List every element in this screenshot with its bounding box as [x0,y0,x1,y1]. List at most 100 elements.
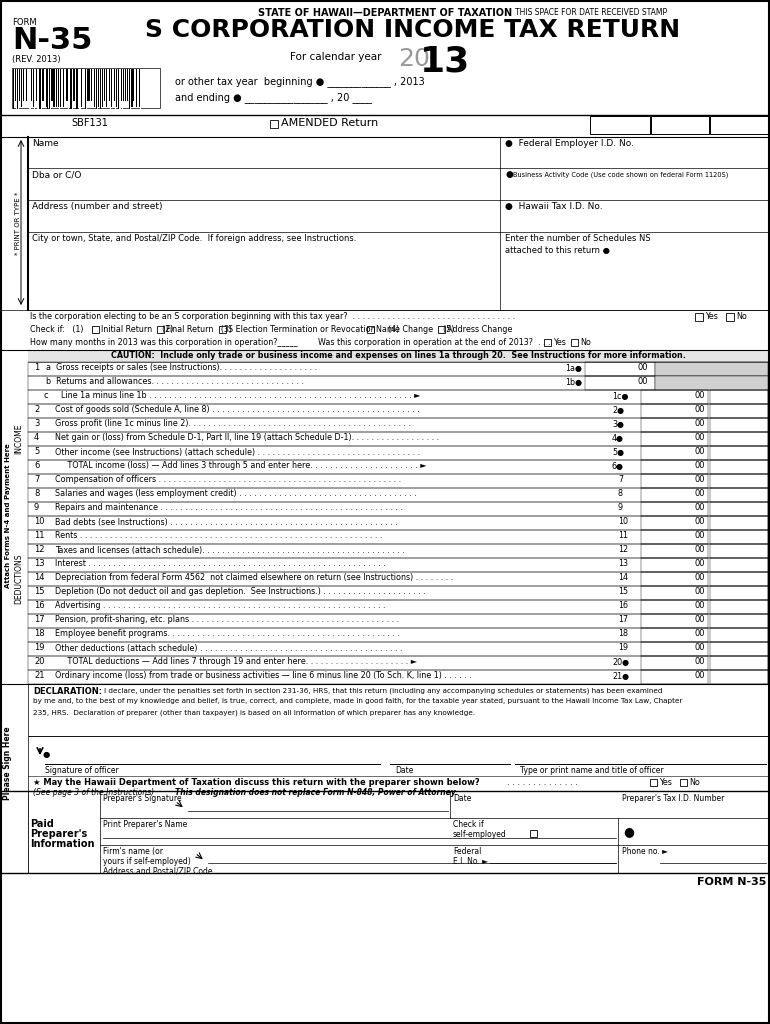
Text: Preparer's: Preparer's [30,829,87,839]
Text: STATE OF HAWAII—DEPARTMENT OF TAXATION: STATE OF HAWAII—DEPARTMENT OF TAXATION [258,8,512,18]
Bar [105,69,106,101]
Text: Date: Date [453,794,471,803]
Bar [53,69,55,106]
Bar [12,68,160,108]
Bar [35,69,36,106]
Bar [114,69,115,101]
Bar [28,656,768,670]
Text: and ending ● _________________ , 20 ____: and ending ● _________________ , 20 ____ [175,92,372,102]
Text: 17: 17 [618,615,628,625]
Bar [28,572,768,586]
Text: 00: 00 [695,657,705,667]
Bar [43,69,44,101]
Bar [92,69,94,101]
Bar [50,69,52,109]
Text: Paid: Paid [30,819,54,829]
Bar [100,69,101,109]
Bar [45,69,47,106]
Bar [710,600,768,614]
Text: 14: 14 [34,573,45,583]
Text: Address Change: Address Change [447,325,512,334]
Bar [710,446,768,460]
Bar [32,69,33,106]
Text: 16: 16 [34,601,45,610]
Text: FORM: FORM [12,18,37,27]
Bar [651,116,709,134]
Bar [14,69,15,106]
Bar [641,488,708,502]
Text: (See page 3 of the Instructions): (See page 3 of the Instructions) [33,788,154,797]
Text: Print Preparer's Name: Print Preparer's Name [103,820,187,829]
Text: 18: 18 [618,630,628,639]
Bar [28,390,768,404]
Text: Salaries and wages (less employment credit) . . . . . . . . . . . . . . . . . . : Salaries and wages (less employment cred… [55,489,417,499]
Text: N-35: N-35 [12,26,92,55]
Text: 14: 14 [618,573,628,583]
Bar [70,69,72,109]
Text: Firm's name (or: Firm's name (or [103,847,163,856]
Bar [641,502,708,516]
Bar [58,69,59,106]
Bar [57,69,58,106]
Text: 19: 19 [34,643,45,652]
Bar [17,69,18,109]
Bar [122,69,123,109]
Bar [28,628,768,642]
Bar [96,69,97,109]
Text: 9: 9 [34,504,39,512]
Bar [28,600,768,614]
Bar [28,376,768,390]
Text: Other deductions (attach schedule) . . . . . . . . . . . . . . . . . . . . . . .: Other deductions (attach schedule) . . .… [55,643,403,652]
Bar [641,656,708,670]
Text: Phone no. ►: Phone no. ► [622,847,668,856]
Text: 1: 1 [34,364,39,373]
Text: Federal: Federal [453,847,481,856]
Text: ●: ● [505,170,513,179]
Text: 8: 8 [618,489,623,499]
Text: Was this corporation in operation at the end of 2013?  . . .: Was this corporation in operation at the… [318,338,551,347]
Text: 17: 17 [34,615,45,625]
Bar [28,432,768,446]
Text: 5: 5 [34,447,39,457]
Bar [650,779,657,786]
Bar [55,69,57,106]
Bar [65,69,66,106]
Text: Date: Date [395,766,413,775]
Bar [28,516,768,530]
Text: Check if:   (1): Check if: (1) [30,325,86,334]
Bar [641,418,708,432]
Text: Yes: Yes [553,338,566,347]
Bar [34,69,35,109]
Text: CAUTION:  Include only trade or business income and expenses on lines 1a through: CAUTION: Include only trade or business … [111,351,685,360]
Bar [695,313,703,321]
Bar [270,120,278,128]
Bar [48,69,49,109]
Bar [641,670,708,684]
Text: 1c●: 1c● [612,391,628,400]
Text: Compensation of officers . . . . . . . . . . . . . . . . . . . . . . . . . . . .: Compensation of officers . . . . . . . .… [55,475,401,484]
Bar [28,404,768,418]
Bar [28,586,768,600]
Text: self-employed: self-employed [453,830,507,839]
Text: INCOME: INCOME [15,424,24,455]
Bar [73,69,75,101]
Bar [590,116,650,134]
Bar [28,670,768,684]
Bar [126,69,127,106]
Bar [52,69,53,101]
Bar [710,390,768,404]
Text: 8: 8 [34,489,39,499]
Text: 4●: 4● [612,433,624,442]
Text: a  Gross receipts or sales (see Instructions). . . . . . . . . . . . . . . . . .: a Gross receipts or sales (see Instructi… [46,364,317,373]
Bar [16,69,17,109]
Text: Information: Information [30,839,95,849]
Text: Depletion (Do not deduct oil and gas depletion.  See Instructions.) . . . . . . : Depletion (Do not deduct oil and gas dep… [55,588,426,597]
Bar [140,69,141,109]
Bar [110,69,112,109]
Bar [641,572,708,586]
Bar [28,544,768,558]
Text: * PRINT OR TYPE *: * PRINT OR TYPE * [15,191,21,255]
Text: 00: 00 [695,643,705,652]
Text: Is the corporation electing to be an S corporation beginning with this tax year?: Is the corporation electing to be an S c… [30,312,515,321]
Bar [641,516,708,530]
